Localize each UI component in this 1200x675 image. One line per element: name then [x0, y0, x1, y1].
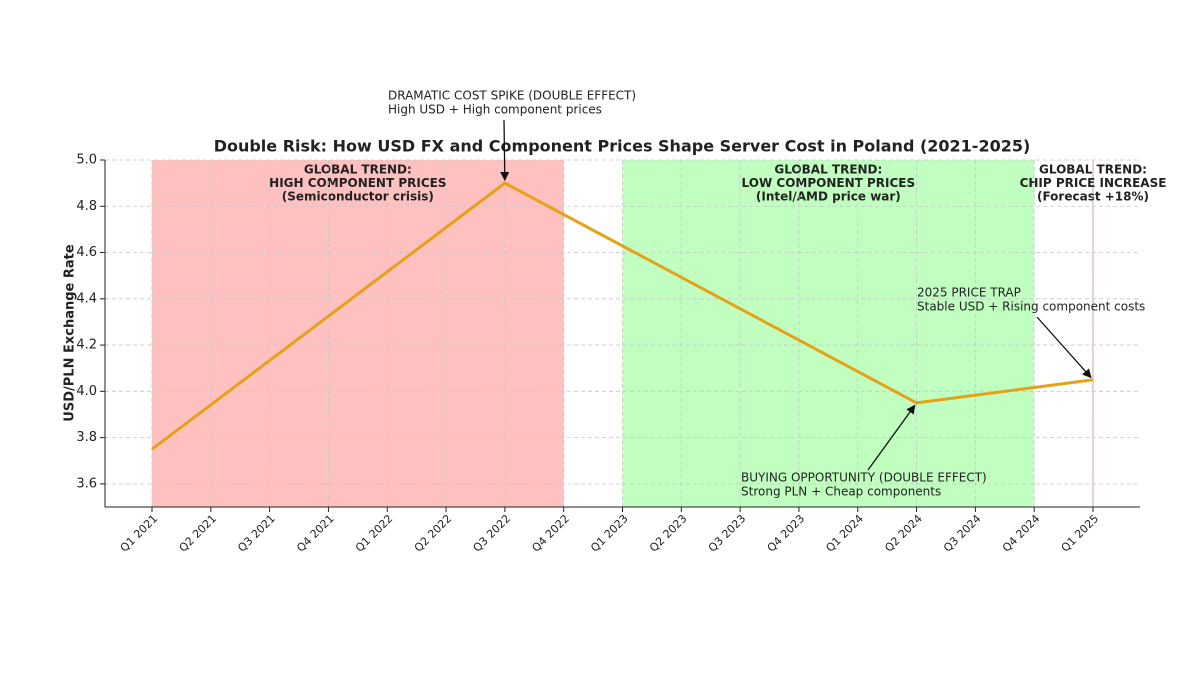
- annotation: High USD + High component prices: [388, 103, 602, 117]
- x-tick-label: Q1 2021: [118, 512, 161, 555]
- x-tick-label: Q3 2022: [471, 512, 514, 555]
- x-tick-label: Q3 2023: [706, 512, 749, 555]
- annotation: Stable USD + Rising component costs: [917, 300, 1145, 314]
- y-tick-label: 3.6: [76, 476, 97, 491]
- y-tick-label: 4.0: [76, 384, 97, 399]
- x-tick-label: Q3 2021: [235, 512, 278, 555]
- region-label: GLOBAL TREND:: [304, 163, 412, 177]
- annotation-arrow: [867, 404, 916, 471]
- x-tick-label: Q2 2024: [882, 512, 925, 555]
- y-tick-label: 4.2: [76, 338, 97, 353]
- annotation: BUYING OPPORTUNITY (DOUBLE EFFECT): [741, 471, 987, 485]
- y-tick-label: 5.0: [76, 153, 97, 168]
- y-tick-label: 4.6: [76, 245, 97, 260]
- trend-region: [1092, 160, 1094, 507]
- y-tick-label: 4.8: [76, 199, 97, 214]
- y-axis-label: USD/PLN Exchange Rate: [63, 244, 78, 422]
- annotation: DRAMATIC COST SPIKE (DOUBLE EFFECT): [388, 89, 636, 103]
- trend-region: [622, 160, 1035, 507]
- x-tick-label: Q4 2021: [294, 512, 337, 555]
- annotation: Strong PLN + Cheap components: [741, 485, 941, 499]
- x-tick-label: Q3 2024: [941, 512, 984, 555]
- x-tick-label: Q2 2021: [177, 512, 220, 555]
- x-tick-label: Q1 2023: [588, 512, 631, 555]
- region-label: LOW COMPONENT PRICES: [742, 176, 916, 190]
- trend-region: [152, 160, 564, 507]
- x-tick-label: Q2 2023: [647, 512, 690, 555]
- data-line: [151, 181, 1094, 451]
- region-label: (Intel/AMD price war): [756, 190, 901, 204]
- region-label: GLOBAL TREND:: [774, 163, 882, 177]
- chart-title: Double Risk: How USD FX and Component Pr…: [214, 137, 1031, 156]
- x-tick-label: Q4 2023: [765, 512, 808, 555]
- x-tick-label: Q1 2025: [1059, 512, 1102, 555]
- x-tick-label: Q2 2022: [412, 512, 455, 555]
- region-label: (Semiconductor crisis): [282, 190, 434, 204]
- annotation-arrow: [500, 119, 510, 182]
- x-tick-label: Q4 2022: [529, 512, 572, 555]
- y-tick-label: 4.4: [76, 291, 97, 306]
- y-tick-label: 3.8: [76, 430, 97, 445]
- annotation-arrow: [1036, 316, 1092, 379]
- x-tick-label: Q1 2024: [823, 512, 866, 555]
- annotation: 2025 PRICE TRAP: [917, 286, 1021, 300]
- region-label: HIGH COMPONENT PRICES: [269, 176, 446, 190]
- x-tick-label: Q1 2022: [353, 512, 396, 555]
- x-tick-label: Q4 2024: [1000, 512, 1043, 555]
